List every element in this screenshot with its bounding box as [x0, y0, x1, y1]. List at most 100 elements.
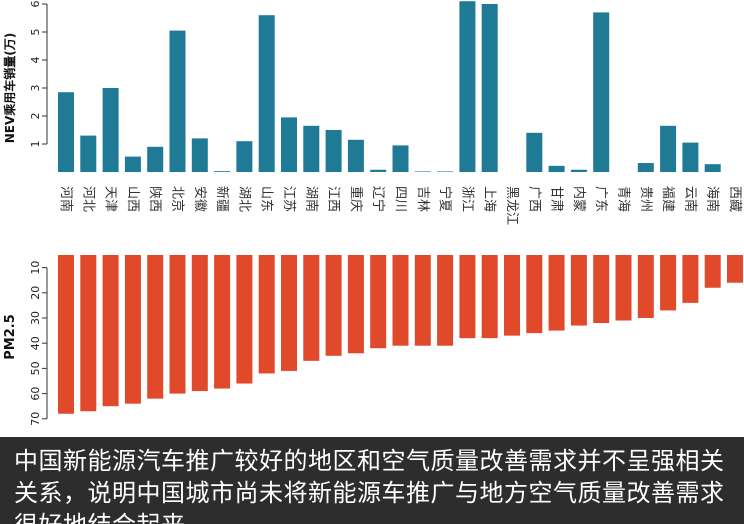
- nev-y-tick-label: 6: [29, 1, 42, 8]
- nev-bar: [704, 164, 721, 172]
- nev-bar: [437, 171, 454, 172]
- nev-bar: [325, 130, 342, 172]
- pm25-bar: [214, 255, 231, 389]
- pm25-bar: [370, 255, 387, 349]
- nev-category-label: 山东: [259, 186, 274, 212]
- pm25-bar: [102, 255, 119, 407]
- pm25-bar: [593, 255, 610, 324]
- nev-category-label: 吉林: [415, 186, 430, 212]
- nev-y-tick-label: 2: [29, 113, 42, 120]
- nev-category-label: 湖北: [236, 186, 251, 212]
- nev-category-label: 陕西: [147, 186, 162, 212]
- nev-sales-panel: 1 2 3 4 5 6 河南 河北 天津 山西 陕西 北京 安徽 新疆 湖北 山东 江苏 湖南 江西 重庆 辽宁 四川吉…: [2, 1, 742, 226]
- pm25-bar: [281, 255, 297, 371]
- pm25-bar: [570, 255, 587, 326]
- pm25-bar: [481, 255, 498, 339]
- nev-bar: [169, 30, 186, 172]
- pm25-bar: [303, 255, 320, 361]
- nev-bar: [526, 132, 543, 172]
- nev-bar: [214, 171, 231, 172]
- pm25-bar: [660, 255, 677, 311]
- nev-bar: [570, 169, 587, 172]
- pm25-bar: [437, 255, 454, 346]
- nev-bar: [347, 139, 364, 172]
- pm25-bar: [325, 255, 342, 356]
- nev-category-label: 江苏: [281, 186, 297, 212]
- nev-y-tick-label: 1: [29, 141, 42, 148]
- nev-category-label: 宁夏: [437, 186, 453, 212]
- nev-bar: [370, 169, 387, 172]
- nev-bar: [682, 142, 699, 172]
- pm25-bar: [704, 255, 721, 288]
- nev-category-label: 浙江: [459, 186, 474, 212]
- nev-category-label: 北京: [170, 186, 185, 212]
- pm25-bar: [169, 255, 186, 394]
- pm25-bar: [526, 255, 543, 334]
- pm25-bar: [124, 255, 141, 404]
- nev-category-label: 内蒙: [571, 186, 587, 212]
- pm25-bar: [637, 255, 654, 318]
- nev-category-label: 江西: [326, 186, 341, 212]
- nev-y-axis-label: NEV乘用车销量(万): [2, 33, 17, 144]
- nev-bar: [147, 146, 164, 172]
- nev-category-label: 河北: [80, 186, 95, 212]
- nev-y-tick-label: 5: [29, 29, 42, 36]
- pm25-bar: [147, 255, 164, 399]
- pm25-bar: [459, 255, 476, 339]
- pm25-y-tick-label: 60: [29, 387, 42, 401]
- nev-y-tick-label: 4: [29, 57, 42, 64]
- nev-category-label: 黑龙江: [504, 186, 519, 225]
- pm25-panel: 10 20 30 40 50 60 70 PM2.5: [3, 255, 743, 426]
- nev-category-label: 山西: [125, 186, 140, 212]
- pm25-y-tick-label: 40: [29, 336, 42, 350]
- nev-category-label: 西藏: [727, 186, 742, 212]
- pm25-bar: [236, 255, 253, 384]
- nev-bar: [80, 135, 97, 172]
- pm25-y-tick-label: 10: [29, 261, 42, 275]
- nev-bars: [58, 1, 721, 173]
- pm25-y-ticks: 10 20 30 40 50 60 70: [29, 261, 47, 426]
- nev-category-label: 新疆: [214, 186, 230, 212]
- nev-bar: [660, 125, 677, 172]
- nev-category-label: 青海: [616, 186, 631, 212]
- pm25-y-tick-label: 20: [29, 286, 42, 300]
- chart-area: 1 2 3 4 5 6 河南 河北 天津 山西 陕西 北京 安徽 新疆 湖北 山东 江苏 湖南 江西 重庆 辽宁 四川吉…: [2, 1, 743, 426]
- pm25-bar: [58, 255, 74, 414]
- nev-category-label: 甘肃: [549, 186, 564, 212]
- nev-category-label: 重庆: [348, 186, 364, 212]
- nev-category-label: 上海: [482, 186, 497, 212]
- pm25-bar: [615, 255, 632, 321]
- nev-bar: [637, 163, 654, 172]
- nev-bar: [191, 138, 208, 172]
- pm25-bar: [191, 255, 208, 392]
- nev-category-label: 安徽: [192, 186, 207, 212]
- nev-bar: [414, 171, 431, 172]
- nev-bar: [102, 88, 119, 172]
- nev-category-label: 广东: [593, 186, 608, 212]
- nev-y-tick-label: 3: [29, 85, 42, 92]
- nev-category-labels: 河南 河北 天津 山西 陕西 北京 安徽 新疆 湖北 山东 江苏 湖南 江西 重庆 辽宁 四川 吉林 宁夏 浙江 上海…: [58, 186, 742, 225]
- nev-y-ticks: 1 2 3 4 5 6: [29, 1, 47, 148]
- nev-category-label: 天津: [103, 186, 118, 212]
- nev-bar: [281, 117, 297, 172]
- nev-category-label: 海南: [705, 186, 721, 212]
- nev-category-label: 福建: [660, 186, 675, 212]
- pm25-bar: [682, 255, 699, 303]
- nev-bar: [548, 165, 565, 172]
- caption-text: 中国新能源汽车推广较好的地区和空气质量改善需求并不呈强相关关系，说明中国城市尚未…: [14, 447, 725, 524]
- nev-category-label: 辽宁: [370, 186, 386, 212]
- nev-category-label: 湖南: [303, 186, 319, 212]
- pm25-bar: [414, 255, 431, 346]
- nev-bar: [236, 141, 253, 172]
- nev-bar: [303, 125, 320, 172]
- nev-bar: [481, 4, 498, 172]
- pm25-bar: [80, 255, 97, 412]
- nev-bar: [258, 15, 275, 173]
- pm25-bar: [392, 255, 409, 346]
- pm25-y-tick-label: 50: [29, 361, 42, 375]
- pm25-bars: [58, 255, 743, 414]
- nev-category-label: 河南: [58, 186, 74, 212]
- pm25-bar: [347, 255, 364, 354]
- nev-category-label: 广西: [526, 186, 541, 212]
- pm25-y-tick-label: 70: [29, 412, 42, 426]
